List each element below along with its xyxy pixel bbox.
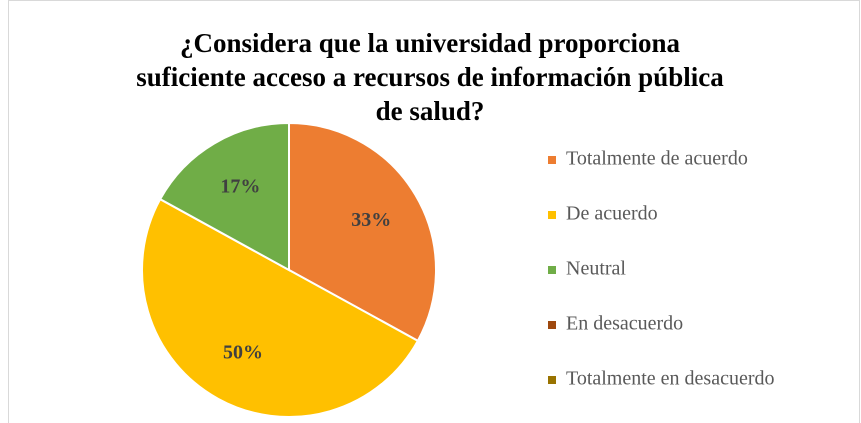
legend-label: Neutral bbox=[566, 258, 626, 280]
legend-swatch bbox=[548, 266, 556, 274]
data-label: 50% bbox=[223, 341, 263, 363]
data-label: 33% bbox=[351, 209, 391, 231]
pie-slice bbox=[288, 121, 437, 343]
legend-label: Totalmente en desacuerdo bbox=[566, 368, 775, 390]
legend-swatch bbox=[548, 321, 556, 329]
pie-slice bbox=[158, 121, 290, 272]
legend-label: Totalmente de acuerdo bbox=[566, 148, 748, 170]
legend-swatch bbox=[548, 211, 556, 219]
legend-swatch bbox=[548, 156, 556, 164]
legend-swatch bbox=[548, 376, 556, 384]
legend-label: De acuerdo bbox=[566, 203, 658, 225]
chart-title: ¿Considera que la universidad proporcion… bbox=[136, 28, 724, 126]
data-label: 17% bbox=[220, 175, 260, 197]
chart-frame bbox=[8, 0, 860, 423]
pie-slice bbox=[141, 197, 420, 418]
legend-label: En desacuerdo bbox=[566, 313, 683, 335]
